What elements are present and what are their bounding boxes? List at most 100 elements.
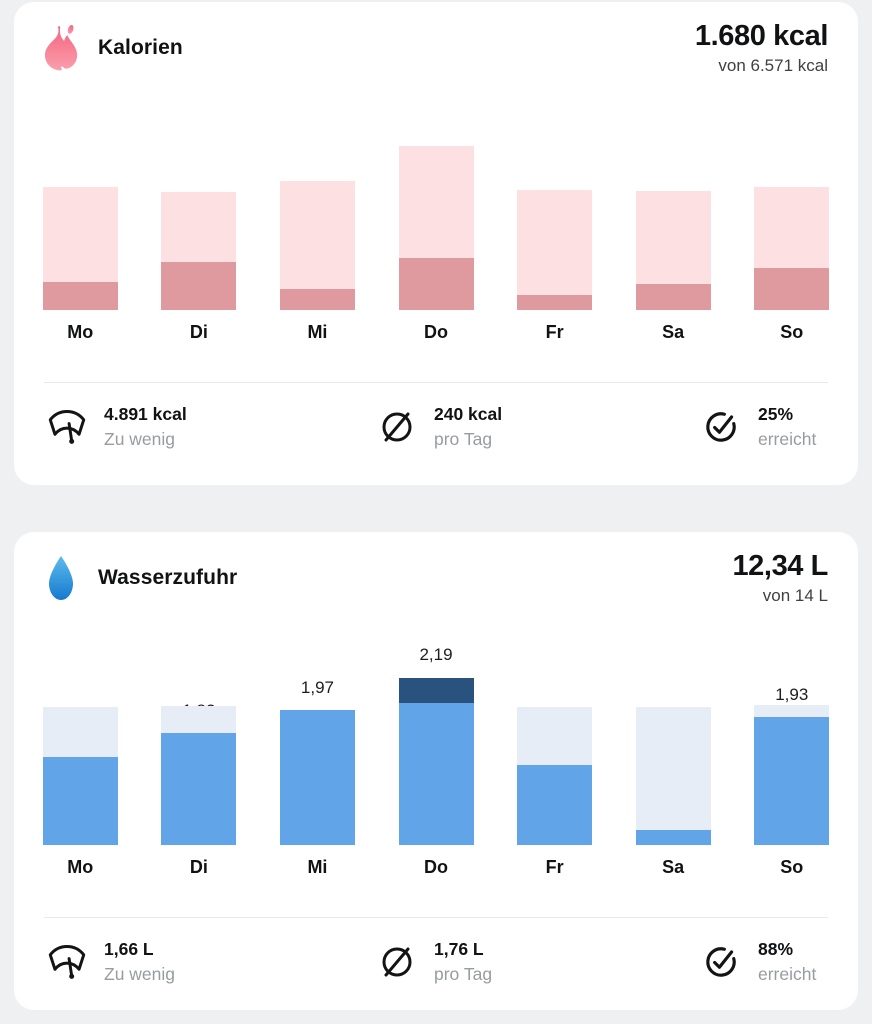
bar-overflow-segment	[398, 678, 474, 703]
stat-too-little: 1,66 L Zu wenig	[44, 938, 374, 986]
divider	[44, 382, 828, 383]
bar-fill	[517, 295, 593, 310]
bar: 1,82	[140, 640, 259, 845]
stat-value: 88%	[758, 939, 794, 959]
bar-value-label: 1,93	[775, 685, 809, 704]
calories-card[interactable]: Kalorien 1.680 kcal von 6.571 kcal 206 M…	[14, 2, 858, 485]
stat-text: 88% erreicht	[758, 938, 816, 986]
stat-label: Zu wenig	[104, 429, 176, 449]
goal-text: von 14 L	[762, 586, 828, 605]
divider	[44, 917, 828, 918]
bar-fill	[635, 284, 711, 310]
bar-track	[42, 187, 118, 310]
bar-fill	[161, 733, 237, 845]
bar: 1,66	[21, 640, 140, 845]
day-label: So	[780, 857, 804, 877]
chart-column-sa: 182 Sa	[614, 120, 733, 344]
check-circle-icon	[698, 939, 744, 985]
chart-column-fr: 1,6 Fr	[495, 640, 614, 879]
bar-track	[754, 705, 830, 845]
card-title: Kalorien	[98, 36, 183, 59]
day-label: Do	[424, 857, 449, 877]
stat-value: 1,76 L	[434, 939, 484, 959]
bar-track	[517, 707, 593, 845]
bar-track	[754, 187, 830, 310]
bar: 372	[377, 120, 496, 310]
bar-fill	[279, 710, 355, 845]
stat-text: 1,76 L pro Tag	[434, 938, 492, 986]
bar-fill	[279, 289, 355, 310]
bar-track	[42, 707, 118, 845]
stat-too-little: 4.891 kcal Zu wenig	[44, 403, 374, 451]
bar-fill	[754, 268, 830, 310]
bar: 182	[614, 120, 733, 310]
bar-fill	[161, 262, 237, 310]
card-header: Wasserzufuhr 12,34 L von 14 L	[14, 532, 858, 610]
bar: 206	[21, 120, 140, 310]
bar: 1,17	[614, 640, 733, 845]
average-icon	[374, 404, 420, 450]
bar-track	[161, 192, 237, 310]
chart-column-so: 1,93 So	[732, 640, 851, 879]
calories-bar-chart: 206 Mo 350 Di 159	[14, 120, 858, 344]
day-label: Sa	[662, 857, 685, 877]
stats-row: 4.891 kcal Zu wenig 240 kcal pro Tag	[14, 403, 858, 451]
card-header: Kalorien 1.680 kcal von 6.571 kcal	[14, 2, 858, 80]
chart-column-fr: 105 Fr	[495, 120, 614, 344]
stat-text: 1,66 L Zu wenig	[104, 938, 175, 986]
chart-column-mo: 206 Mo	[21, 120, 140, 344]
bar: 2,19	[377, 640, 496, 845]
gauge-icon	[44, 404, 90, 450]
stat-text: 4.891 kcal Zu wenig	[104, 403, 187, 451]
goal-text: von 6.571 kcal	[718, 56, 828, 75]
chart-column-do: 372 Do	[377, 120, 496, 344]
stat-label: pro Tag	[434, 964, 493, 984]
bar: 105	[495, 120, 614, 310]
day-label: Mi	[307, 322, 328, 342]
stat-average: 240 kcal pro Tag	[374, 403, 698, 451]
bar-track	[279, 181, 355, 310]
bar-fill	[42, 757, 118, 845]
bar-fill	[754, 717, 830, 845]
water-card[interactable]: Wasserzufuhr 12,34 L von 14 L 1,66 Mo 1,…	[14, 532, 858, 1010]
bar: 306	[732, 120, 851, 310]
bar-track	[161, 706, 237, 845]
stat-value: 1,66 L	[104, 939, 154, 959]
day-label: Di	[189, 322, 208, 342]
card-totals: 12,34 L von 14 L	[732, 550, 828, 606]
bar-track	[635, 191, 711, 310]
stat-achieved: 88% erreicht	[698, 938, 828, 986]
stat-value: 4.891 kcal	[104, 404, 187, 424]
bar-fill	[635, 830, 711, 845]
bar: 350	[140, 120, 259, 310]
stat-label: erreicht	[758, 964, 817, 984]
stat-label: erreicht	[758, 429, 817, 449]
total-value: 1.680 kcal	[694, 20, 828, 52]
chart-column-mo: 1,66 Mo	[21, 640, 140, 879]
check-circle-icon	[698, 404, 744, 450]
bar: 1,97	[258, 640, 377, 845]
day-label: Do	[424, 322, 449, 342]
total-value: 12,34 L	[732, 550, 828, 582]
bar-value-label: 2,19	[419, 645, 453, 664]
bar-fill	[517, 765, 593, 845]
card-title: Wasserzufuhr	[98, 566, 238, 589]
bar-track	[517, 190, 593, 310]
day-label: So	[780, 322, 804, 342]
day-label: Mo	[67, 322, 94, 342]
day-label: Mo	[67, 857, 94, 877]
bar-track	[279, 710, 355, 845]
chart-column-do: 2,19 Do	[377, 640, 496, 879]
gauge-icon	[44, 939, 90, 985]
stat-average: 1,76 L pro Tag	[374, 938, 698, 986]
stat-text: 25% erreicht	[758, 403, 816, 451]
flame-icon	[38, 20, 84, 76]
chart-column-di: 1,82 Di	[140, 640, 259, 879]
day-label: Fr	[545, 322, 564, 342]
day-label: Sa	[662, 322, 685, 342]
water-drop-icon	[38, 550, 84, 606]
bar-track	[398, 703, 474, 845]
bar: 1,6	[495, 640, 614, 845]
chart-column-mi: 1,97 Mi	[258, 640, 377, 879]
bar-fill	[42, 282, 118, 310]
